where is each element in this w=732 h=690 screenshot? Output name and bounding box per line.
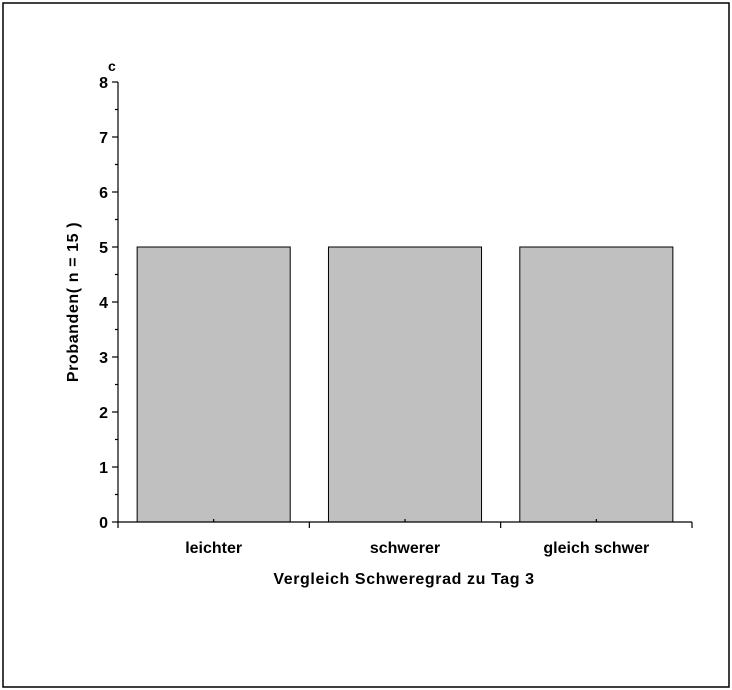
y-tick-label: 6 (99, 185, 108, 202)
y-tick-label: 5 (99, 240, 108, 257)
y-axis-title: Probanden( n = 15 ) (65, 222, 82, 382)
x-tick-label: leichter (185, 540, 242, 557)
y-tick-label: 0 (99, 515, 108, 532)
y-tick-label: 2 (99, 405, 108, 422)
y-tick-label: 1 (99, 460, 108, 477)
y-axis: 0 1 2 3 4 5 6 7 8 (99, 75, 119, 532)
bar (519, 246, 674, 523)
panel-label: c (108, 58, 116, 74)
bar (327, 246, 483, 523)
x-axis-title: Vergleich Schweregrad zu Tag 3 (273, 571, 534, 588)
x-tick-label: gleich schwer (543, 540, 649, 557)
bar (136, 246, 291, 523)
bars (136, 246, 674, 523)
y-tick-label: 7 (99, 130, 108, 147)
y-tick-label: 8 (99, 75, 108, 92)
x-axis: leichter schwerer gleich schwer (117, 519, 693, 557)
y-tick-label: 4 (99, 295, 108, 312)
y-tick-label: 3 (99, 350, 108, 367)
x-tick-label: schwerer (370, 540, 440, 557)
